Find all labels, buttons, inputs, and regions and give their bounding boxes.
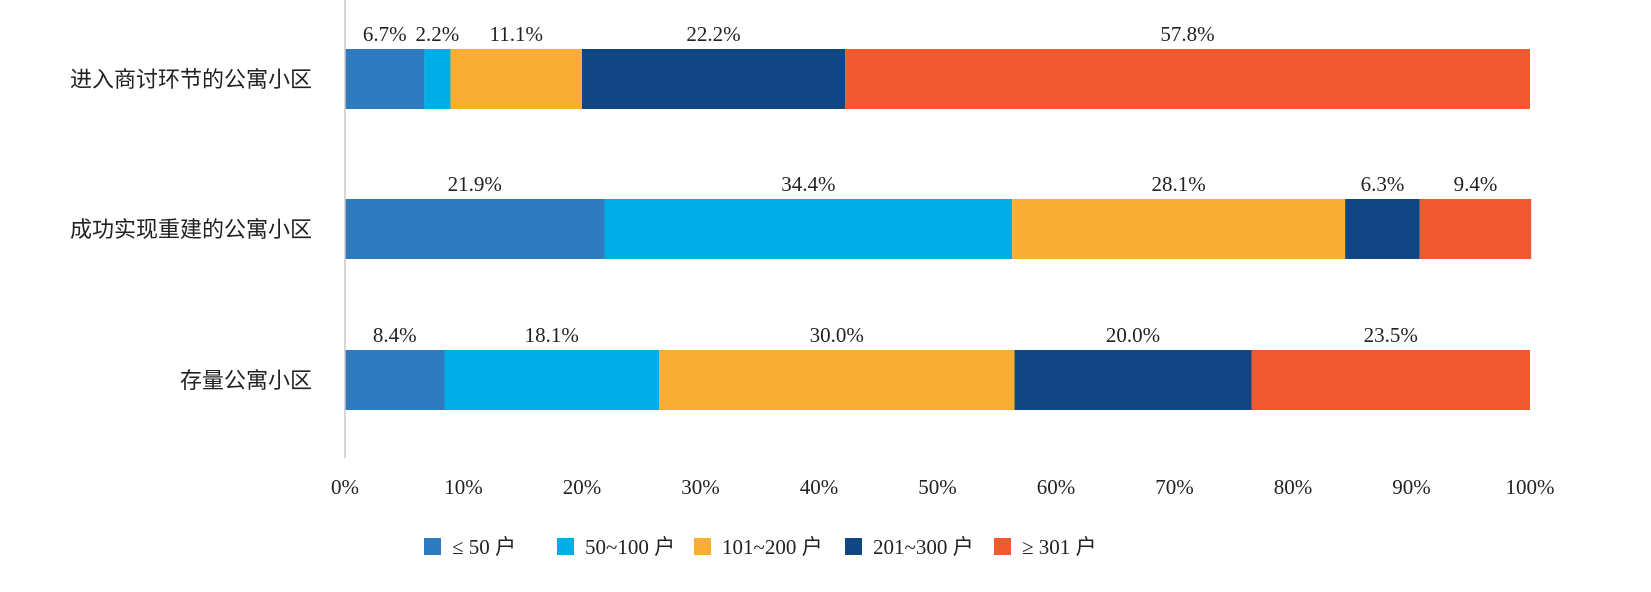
bar-segment bbox=[1419, 199, 1532, 259]
bar-segment bbox=[1251, 350, 1530, 410]
legend-item: 50~100 户 bbox=[557, 535, 675, 559]
data-label: 20.0% bbox=[1106, 323, 1160, 347]
bar-segment bbox=[450, 49, 582, 109]
legend-item: 101~200 户 bbox=[694, 535, 823, 559]
legend-swatch bbox=[994, 538, 1011, 555]
x-tick-label: 20% bbox=[563, 475, 602, 499]
data-label: 23.5% bbox=[1364, 323, 1418, 347]
category-label: 进入商讨环节的公寓小区 bbox=[70, 68, 312, 93]
legend-item: ≤ 50 户 bbox=[424, 535, 516, 559]
legend-label: 50~100 户 bbox=[585, 535, 675, 559]
bar-segment bbox=[1014, 350, 1252, 410]
bars-layer bbox=[345, 49, 1532, 410]
category-label: 存量公寓小区 bbox=[180, 369, 312, 394]
bar-segment bbox=[444, 350, 660, 410]
x-tick-label: 30% bbox=[681, 475, 720, 499]
data-label: 2.2% bbox=[416, 22, 460, 46]
x-tick-label: 10% bbox=[444, 475, 483, 499]
legend-item: 201~300 户 bbox=[845, 535, 974, 559]
data-labels-layer: 6.7% 2.2% 11.1% 22.2% 57.8% 21.9% 34.4% 28.1% 6.… bbox=[363, 22, 1498, 347]
legend-label: ≥ 301 户 bbox=[1022, 535, 1097, 559]
bar-segment bbox=[424, 49, 451, 109]
x-tick-label: 70% bbox=[1155, 475, 1194, 499]
data-label: 8.4% bbox=[373, 323, 417, 347]
data-label: 30.0% bbox=[810, 323, 864, 347]
bar-segment bbox=[345, 49, 425, 109]
data-label: 11.1% bbox=[489, 22, 542, 46]
x-tick-label: 0% bbox=[331, 475, 359, 499]
legend-label: ≤ 50 户 bbox=[452, 535, 516, 559]
legend-label: 201~300 户 bbox=[873, 535, 974, 559]
x-tick-label: 80% bbox=[1274, 475, 1313, 499]
data-label: 28.1% bbox=[1152, 172, 1206, 196]
bar-segment bbox=[1345, 199, 1420, 259]
x-tick-label: 50% bbox=[918, 475, 957, 499]
bar-segment bbox=[345, 350, 445, 410]
data-label: 18.1% bbox=[525, 323, 579, 347]
legend-label: 101~200 户 bbox=[722, 535, 823, 559]
data-label: 57.8% bbox=[1160, 22, 1214, 46]
data-label: 22.2% bbox=[686, 22, 740, 46]
legend-swatch bbox=[424, 538, 441, 555]
x-tick-label: 100% bbox=[1506, 475, 1555, 499]
bar-segment bbox=[582, 49, 846, 109]
legend-item: ≥ 301 户 bbox=[994, 535, 1097, 559]
x-tick-label: 60% bbox=[1037, 475, 1076, 499]
legend-swatch bbox=[557, 538, 574, 555]
x-tick-label: 90% bbox=[1392, 475, 1431, 499]
bar-segment bbox=[659, 350, 1015, 410]
data-label: 6.7% bbox=[363, 22, 407, 46]
bar-segment bbox=[845, 49, 1530, 109]
bar-segment bbox=[345, 199, 605, 259]
x-tick-label: 40% bbox=[800, 475, 839, 499]
bar-segment bbox=[1012, 199, 1346, 259]
data-label: 9.4% bbox=[1454, 172, 1498, 196]
category-label: 成功实现重建的公寓小区 bbox=[70, 218, 312, 243]
data-label: 6.3% bbox=[1361, 172, 1405, 196]
legend: ≤ 50 户 50~100 户 101~200 户 201~300 户 ≥ 301 户 bbox=[424, 535, 1097, 559]
legend-swatch bbox=[845, 538, 862, 555]
bar-segment bbox=[604, 199, 1013, 259]
x-tick-labels-layer: 0% 10% 20% 30% 40% 50% 60% 70% 80% 90% 100% bbox=[331, 475, 1555, 499]
data-label: 34.4% bbox=[781, 172, 835, 196]
data-label: 21.9% bbox=[448, 172, 502, 196]
legend-swatch bbox=[694, 538, 711, 555]
